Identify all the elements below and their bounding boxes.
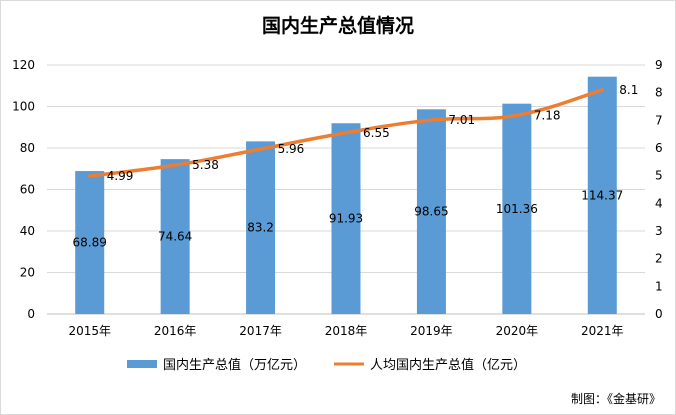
bar (502, 103, 532, 314)
left-tick-label: 0 (27, 307, 35, 321)
left-tick-label: 100 (12, 100, 35, 114)
x-tick-label: 2016年 (154, 324, 197, 338)
bar-value-label: 74.64 (158, 230, 192, 244)
x-tick-label: 2017年 (239, 324, 282, 338)
left-tick-label: 20 (20, 266, 35, 280)
x-axis: 2015年 2016年 2017年 2018年 2019年 2020年 2021年 (68, 324, 623, 338)
line-value-label: 4.99 (107, 169, 134, 183)
line-value-label: 5.38 (192, 158, 219, 172)
line-series (87, 88, 605, 178)
left-tick-label: 60 (20, 183, 35, 197)
left-axis: 0 20 40 60 80 100 120 (12, 58, 35, 321)
right-axis: 0 1 2 3 4 5 6 7 8 9 (655, 58, 663, 321)
line-value-label: 7.18 (534, 108, 561, 122)
bar (587, 76, 617, 314)
x-tick-label: 2020年 (496, 324, 539, 338)
right-tick-label: 8 (655, 86, 663, 100)
bar-value-label: 91.93 (329, 212, 363, 226)
bar-value-label: 83.2 (247, 221, 274, 235)
left-tick-label: 80 (20, 141, 35, 155)
line-value-label: 7.01 (448, 113, 475, 127)
bar (416, 109, 446, 315)
chart-title: 国内生产总值情况 (262, 14, 414, 37)
right-tick-label: 4 (655, 196, 663, 210)
line-value-label: 8.1 (619, 83, 638, 97)
chart-credit: 制图：《金基研》 (571, 391, 661, 406)
right-tick-label: 5 (655, 169, 663, 183)
bar-series (75, 76, 617, 315)
line-value-label: 5.96 (278, 142, 305, 156)
bar-value-label: 68.89 (73, 236, 107, 250)
data-labels: 68.89 74.64 83.2 91.93 98.65 101.36 114.37 4.99… (73, 83, 639, 250)
x-tick-label: 2021年 (581, 324, 624, 338)
x-tick-label: 2018年 (325, 324, 368, 338)
bar (75, 171, 105, 314)
legend-bar-swatch (127, 360, 157, 368)
right-tick-label: 2 (655, 252, 663, 266)
x-tick-label: 2015年 (68, 324, 111, 338)
legend: 国内生产总值（万亿元） 人均国内生产总值（亿元） (127, 357, 526, 373)
right-tick-label: 3 (655, 224, 663, 238)
left-tick-label: 120 (12, 58, 35, 72)
bar-value-label: 98.65 (414, 205, 448, 219)
right-tick-label: 0 (655, 307, 663, 321)
left-tick-label: 40 (20, 224, 35, 238)
bar-value-label: 101.36 (496, 202, 538, 216)
bar (331, 123, 361, 315)
right-tick-label: 6 (655, 141, 663, 155)
x-tick-label: 2019年 (410, 324, 453, 338)
right-tick-label: 1 (655, 279, 663, 293)
bar-value-label: 114.37 (581, 188, 623, 202)
right-tick-label: 7 (655, 113, 663, 127)
legend-bar-label: 国内生产总值（万亿元） (163, 357, 306, 373)
line-path (87, 88, 605, 178)
legend-line-label: 人均国内生产总值（亿元） (370, 357, 526, 373)
bar (246, 141, 276, 314)
bar (160, 159, 190, 314)
right-tick-label: 9 (655, 58, 663, 72)
line-value-label: 6.55 (363, 126, 390, 140)
